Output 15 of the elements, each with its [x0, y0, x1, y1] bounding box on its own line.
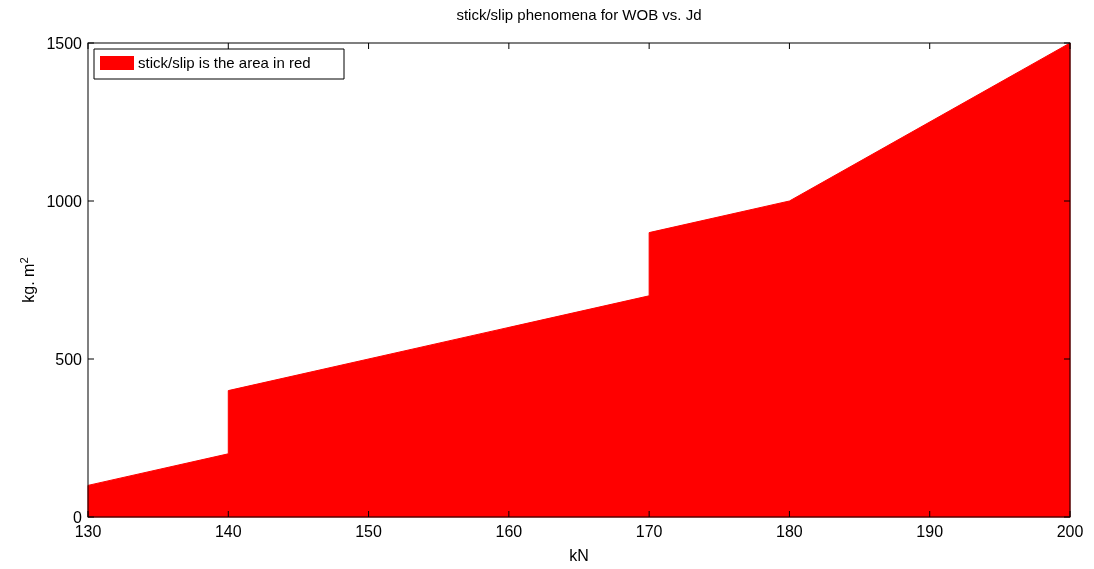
y-tick-label: 1500 — [46, 35, 83, 52]
x-tick-label: 200 — [1056, 523, 1084, 540]
chart-title: stick/slip phenomena for WOB vs. Jd — [456, 6, 702, 23]
x-tick-label: 170 — [635, 523, 663, 540]
x-tick-label: 140 — [214, 523, 242, 540]
x-tick-label: 130 — [74, 523, 102, 540]
legend-label: stick/slip is the area in red — [138, 54, 311, 71]
x-tick-label: 190 — [916, 523, 944, 540]
x-axis-title: kN — [569, 547, 589, 564]
y-tick-label: 1000 — [46, 193, 83, 210]
y-tick-label: 500 — [55, 351, 83, 368]
x-tick-label: 160 — [495, 523, 523, 540]
x-tick-label: 150 — [355, 523, 383, 540]
x-tick-label: 180 — [776, 523, 803, 540]
y-tick-label: 0 — [73, 509, 83, 526]
